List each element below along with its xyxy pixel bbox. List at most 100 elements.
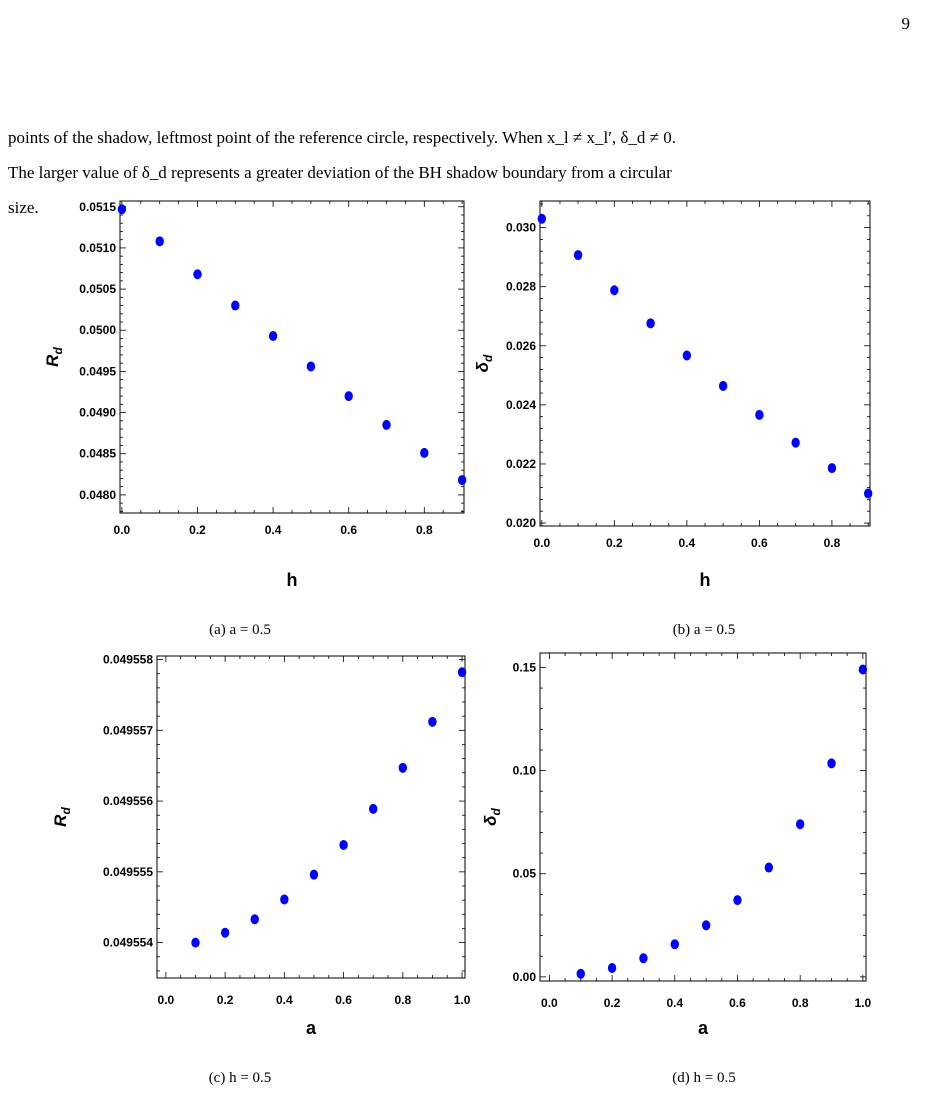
y-tick-label: 0.0505 bbox=[79, 282, 116, 296]
y-tick-label: 0.0490 bbox=[79, 406, 116, 420]
x-tick-label: 0.2 bbox=[217, 993, 234, 1007]
figure-panel-a: 0.0 0.2 0.4 0.6 0.8 0.0480 0.0485 0.0490 0.0495 0… bbox=[30, 196, 470, 616]
data-point bbox=[827, 463, 837, 474]
data-point bbox=[670, 939, 679, 950]
data-point bbox=[764, 862, 774, 873]
y-axis-title-main: R bbox=[43, 354, 62, 367]
data-point bbox=[795, 819, 805, 830]
scatter-plot-a: 0.0 0.2 0.4 0.6 0.8 0.0480 0.0485 0.0490 0.0495 0… bbox=[43, 200, 467, 590]
y-tick-label: 0.0480 bbox=[79, 488, 116, 502]
y-tick-label: 0.0495 bbox=[79, 364, 116, 378]
data-point bbox=[155, 236, 164, 247]
data-point bbox=[682, 350, 692, 361]
x-tick-label: 0.4 bbox=[265, 523, 282, 537]
scatter-plot-c: 0.0 0.2 0.4 0.6 0.8 1.0 0.049554 0.049555 0.0495… bbox=[51, 653, 471, 1038]
x-tick-label: 0.0 bbox=[158, 993, 175, 1007]
y-axis-title: Rd bbox=[51, 807, 73, 827]
data-point bbox=[755, 409, 764, 420]
data-point bbox=[339, 839, 348, 850]
data-point bbox=[646, 318, 655, 329]
data-point bbox=[457, 667, 467, 678]
x-axis-title: a bbox=[306, 1018, 317, 1038]
y-axis-title-main: R bbox=[51, 814, 70, 827]
x-tick-label: 0.0 bbox=[541, 996, 558, 1010]
x-tick-label: 0.4 bbox=[679, 536, 696, 550]
x-tick-label: 0.8 bbox=[394, 993, 411, 1007]
data-point bbox=[457, 475, 467, 486]
x-axis-title: h bbox=[700, 570, 711, 590]
data-point bbox=[306, 361, 316, 372]
y-tick-label: 0.049557 bbox=[103, 723, 153, 737]
data-point bbox=[268, 331, 278, 342]
data-point bbox=[398, 762, 408, 773]
data-point bbox=[701, 920, 711, 931]
x-tick-label: 0.8 bbox=[792, 996, 809, 1010]
y-tick-label: 0.049556 bbox=[103, 794, 153, 808]
x-tick-label: 0.4 bbox=[666, 996, 683, 1010]
caption-d: (d) h = 0.5 bbox=[672, 1070, 736, 1086]
y-tick-label: 0.0510 bbox=[79, 241, 116, 255]
y-tick-label: 0.030 bbox=[506, 221, 536, 235]
data-point bbox=[791, 437, 800, 448]
x-tick-label: 0.6 bbox=[729, 996, 746, 1010]
data-point bbox=[309, 869, 319, 880]
x-tick-label: 0.6 bbox=[340, 523, 357, 537]
caption-a: (a) a = 0.5 bbox=[209, 622, 271, 638]
y-axis-title-main: δ bbox=[473, 361, 492, 372]
y-tick-label: 0.020 bbox=[506, 516, 536, 530]
x-tick-label: 0.0 bbox=[533, 536, 550, 550]
y-axis-title: δd bbox=[481, 807, 503, 825]
data-point bbox=[191, 937, 200, 948]
y-tick-label: 0.024 bbox=[506, 398, 536, 412]
y-tick-label: 0.049558 bbox=[103, 653, 153, 667]
figure-panel-c: 0.0 0.2 0.4 0.6 0.8 1.0 0.049554 0.049555 0.0495… bbox=[30, 648, 471, 1068]
x-tick-label: 0.8 bbox=[416, 523, 433, 537]
data-point bbox=[231, 300, 240, 311]
plot-frame bbox=[119, 200, 465, 514]
y-tick-label: 0.022 bbox=[506, 457, 536, 471]
data-point bbox=[863, 488, 873, 499]
paragraph-line-2: The larger value of δ_d represents a gre… bbox=[8, 163, 672, 182]
y-axis-title-subscript: d bbox=[489, 807, 503, 815]
y-tick-label: 0.0515 bbox=[79, 200, 116, 214]
y-tick-label: 0.028 bbox=[506, 280, 536, 294]
y-tick-label: 0.10 bbox=[513, 764, 537, 778]
x-tick-label: 0.6 bbox=[751, 536, 768, 550]
plot-frame bbox=[539, 200, 871, 527]
x-tick-label: 0.2 bbox=[189, 523, 206, 537]
y-axis-title-subscript: d bbox=[51, 347, 65, 355]
figure-panel-b: 0.0 0.2 0.4 0.6 0.8 0.020 0.022 0.024 0.026 0.028… bbox=[473, 196, 918, 616]
x-tick-label: 1.0 bbox=[454, 993, 471, 1007]
y-tick-label: 0.049555 bbox=[103, 865, 153, 879]
data-point bbox=[250, 914, 259, 925]
page-number: 9 bbox=[901, 14, 911, 33]
data-point bbox=[827, 758, 836, 769]
caption-b: (b) a = 0.5 bbox=[672, 622, 736, 638]
x-axis-title: h bbox=[287, 570, 298, 590]
y-axis-title: δd bbox=[473, 354, 495, 372]
y-tick-label: 0.0500 bbox=[79, 323, 116, 337]
paragraph-line-3: size. bbox=[8, 198, 39, 217]
data-point bbox=[537, 213, 547, 224]
y-axis-title-main: δ bbox=[481, 815, 500, 826]
data-point bbox=[639, 953, 648, 964]
x-tick-label: 0.6 bbox=[335, 993, 352, 1007]
x-tick-label: 0.0 bbox=[114, 523, 131, 537]
data-point bbox=[117, 204, 127, 215]
data-point bbox=[576, 968, 585, 979]
data-point bbox=[610, 285, 619, 296]
data-point bbox=[368, 803, 378, 814]
data-point bbox=[220, 927, 230, 938]
y-tick-label: 0.026 bbox=[506, 339, 536, 353]
x-tick-label: 0.2 bbox=[606, 536, 623, 550]
figure-panel-d: 0.0 0.2 0.4 0.6 0.8 1.0 0.00 0.05 0.10 0.15 a δd bbox=[478, 648, 918, 1068]
y-axis-title-subscript: d bbox=[59, 807, 73, 815]
x-tick-label: 0.8 bbox=[824, 536, 841, 550]
caption-c: (c) h = 0.5 bbox=[208, 1070, 272, 1086]
x-axis-title: a bbox=[698, 1018, 709, 1038]
y-tick-label: 0.05 bbox=[513, 867, 537, 881]
data-point bbox=[382, 419, 391, 430]
data-point bbox=[280, 894, 289, 905]
x-tick-label: 1.0 bbox=[855, 996, 872, 1010]
scatter-plot-d: 0.0 0.2 0.4 0.6 0.8 1.0 0.00 0.05 0.10 0.15 a δd bbox=[481, 652, 872, 1038]
